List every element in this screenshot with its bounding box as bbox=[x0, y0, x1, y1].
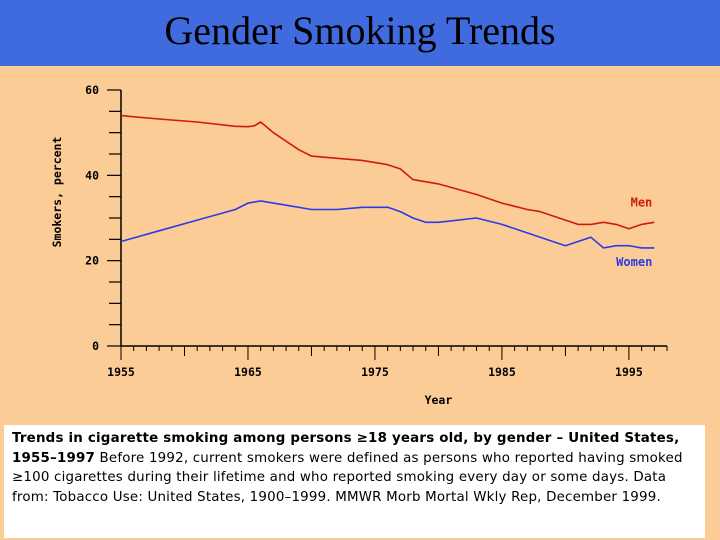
x-tick-label: 1985 bbox=[488, 365, 516, 379]
series-label-men: Men bbox=[631, 195, 653, 209]
x-axis-title: Year bbox=[425, 393, 453, 407]
y-axis-title: Smokers, percent bbox=[50, 137, 64, 248]
label-layer: Year Smokers, percent Men Women bbox=[50, 137, 652, 407]
slide-title: Gender Smoking Trends bbox=[164, 8, 556, 53]
y-tick-label: 0 bbox=[92, 339, 99, 353]
line-chart: 0 20 40 60 1955 1965 1975 1985 1995 Year Smokers,… bbox=[50, 83, 668, 407]
content-panel: 0 20 40 60 1955 1965 1975 1985 1995 Year Smokers,… bbox=[0, 66, 720, 540]
y-tick-label: 60 bbox=[85, 83, 99, 97]
caption-bold-text: Trends in cigarette smoking among person… bbox=[12, 431, 680, 466]
x-tick-label: 1955 bbox=[107, 365, 135, 379]
caption-body-text: Before 1992, current smokers were define… bbox=[12, 450, 683, 505]
x-tick-label: 1975 bbox=[361, 365, 389, 379]
x-tick-label: 1965 bbox=[234, 365, 262, 379]
caption-box: Trends in cigarette smoking among person… bbox=[4, 425, 705, 538]
y-tick-label: 40 bbox=[85, 168, 99, 182]
x-tick-label: 1995 bbox=[615, 365, 643, 379]
chart-caption: Trends in cigarette smoking among person… bbox=[12, 429, 702, 507]
y-tick-label: 20 bbox=[85, 254, 99, 268]
series-layer bbox=[120, 114, 655, 249]
axes-layer: 0 20 40 60 1955 1965 1975 1985 1995 bbox=[85, 83, 668, 379]
series-line-men bbox=[120, 114, 655, 230]
series-label-women: Women bbox=[616, 255, 652, 269]
series-line-women bbox=[120, 200, 655, 249]
